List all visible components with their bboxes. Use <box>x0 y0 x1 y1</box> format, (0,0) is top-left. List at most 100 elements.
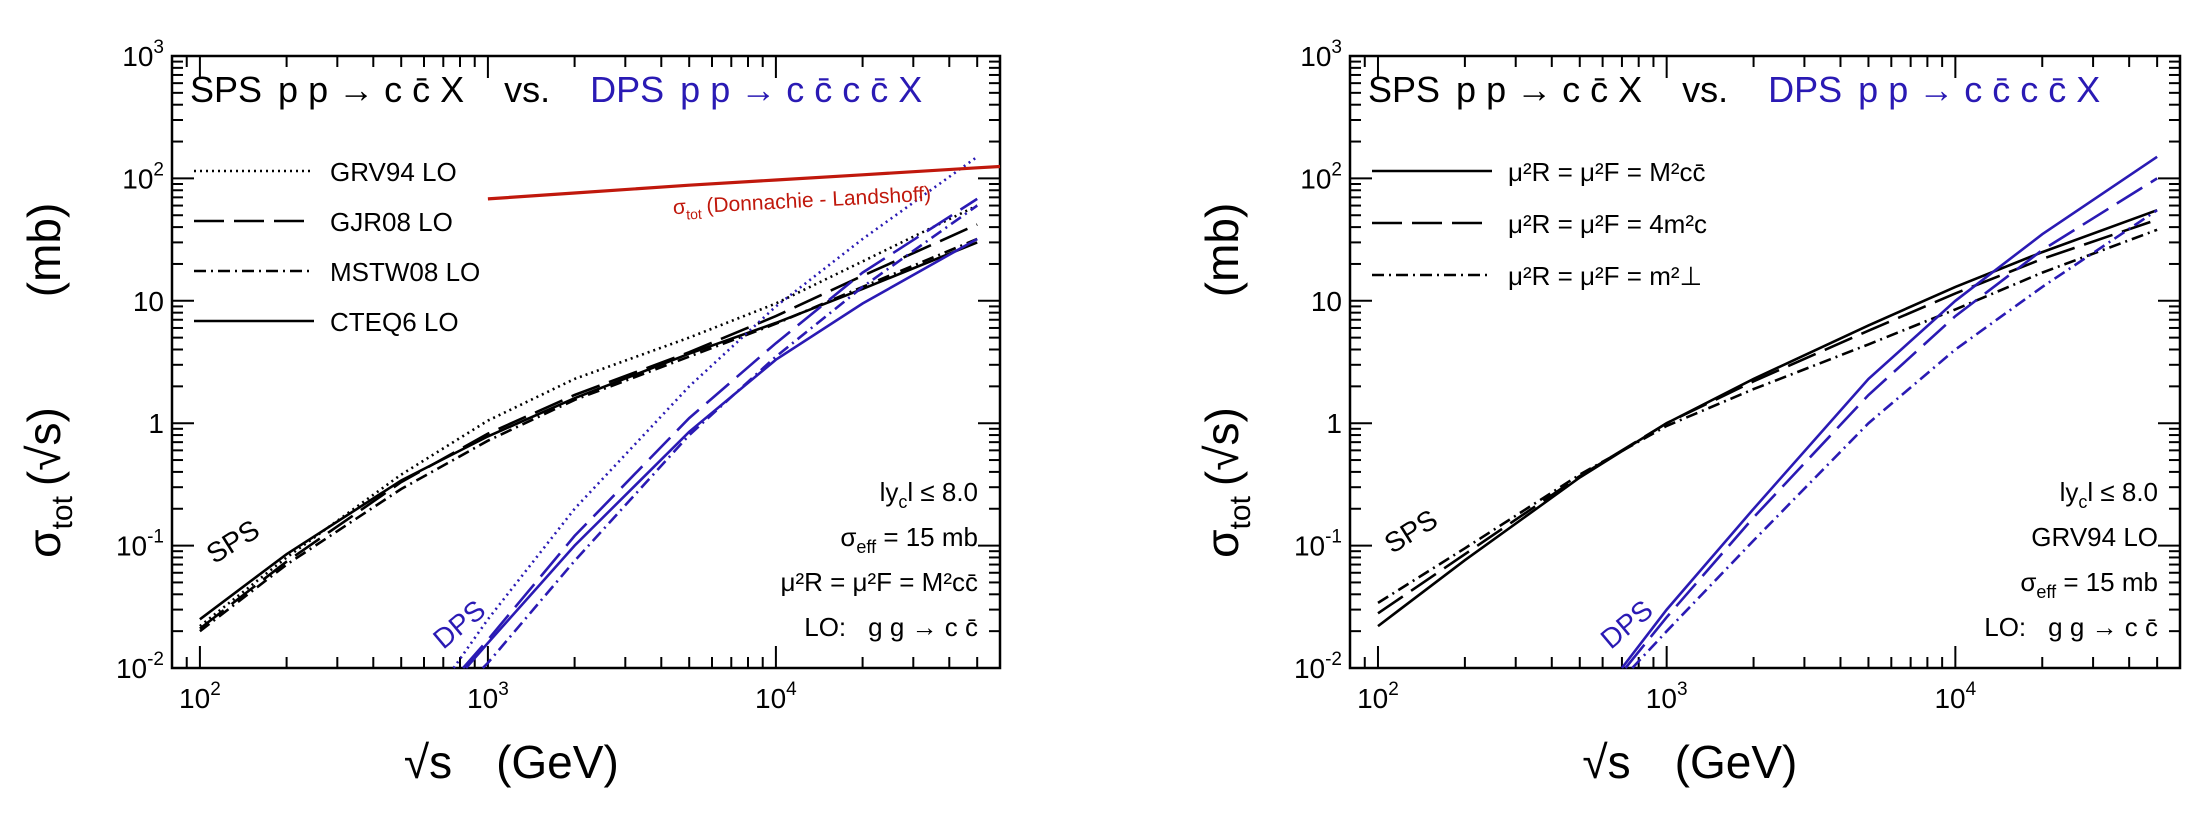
series-group <box>1377 155 2158 669</box>
info-line: GRV94 LO <box>2031 522 2158 552</box>
x-tick-label: 103 <box>1646 679 1688 714</box>
y-tick-label-base: 10 <box>116 653 147 684</box>
y-tick-label-base: 10 <box>1294 653 1325 684</box>
y-tick-label-base: 10 <box>1294 531 1325 562</box>
x-tick-label: 103 <box>467 679 509 714</box>
y-axis-symbol: σ <box>18 529 70 557</box>
total-cross-section-label: σtot (Donnachie - Landshoff) <box>672 183 932 223</box>
y-axis-unit: (mb) <box>1196 203 1248 298</box>
y-tick-label-base: 10 <box>116 531 147 562</box>
y-axis-unit: (mb) <box>18 203 70 298</box>
info-process-a: LO: <box>804 612 846 642</box>
dps-solid-line <box>1620 155 2158 669</box>
y-tick-label-exponent: -1 <box>1325 527 1342 548</box>
info-line: μ²R = μ²F = M²cc̄ <box>780 567 978 597</box>
y-axis-subscript: tot <box>46 495 79 529</box>
y-tick-label-exponent: -2 <box>147 649 164 670</box>
info-line: σeff = 15 mb <box>2020 567 2158 602</box>
sps-curve-label: SPS <box>201 514 265 570</box>
y-tick-label-exponent: 2 <box>1331 159 1342 180</box>
x-axis-unit: (GeV) <box>1675 736 1798 788</box>
x-axis-label: √s (GeV) <box>1582 736 1797 788</box>
dps-curve-label: DPS <box>1595 594 1659 655</box>
dps-dash-dot-line <box>481 204 978 669</box>
info-sigma-eff-a: σ <box>840 522 856 552</box>
legend-label: GJR08 LO <box>330 207 453 237</box>
info-pdf: GRV94 LO <box>2031 522 2158 552</box>
title-dps: DPS <box>1768 69 1842 110</box>
legend-label: MSTW08 LO <box>330 257 480 287</box>
x-axis-symbol: √s <box>1582 736 1630 788</box>
total-subscript: tot <box>686 206 702 223</box>
info-sigma-eff-sub: eff <box>856 537 877 557</box>
legend-label: μ²R = μ²F = m²⊥ <box>1508 261 1702 291</box>
y-tick-label-exponent: -1 <box>147 527 164 548</box>
title-sps: SPS <box>190 69 262 110</box>
title-dps: DPS <box>590 69 664 110</box>
y-tick-label: 10-2 <box>1294 649 1342 684</box>
plot-frame <box>1348 54 2182 670</box>
legend-label: μ²R = μ²F = M²cc̄ <box>1508 157 1706 187</box>
x-tick-label-exponent: 3 <box>498 679 509 700</box>
y-tick-label-base: 10 <box>133 286 164 317</box>
sps-dash-dot-line <box>1377 228 2158 605</box>
x-tick-label-exponent: 2 <box>210 679 221 700</box>
dps-solid-line <box>465 237 978 669</box>
axis-ticks <box>1349 55 2181 669</box>
title-dps-process: p p → c c̄ c c̄ X <box>1858 69 2100 110</box>
y-tick-label-base: 1 <box>1326 408 1342 439</box>
x-tick-label: 102 <box>1357 679 1399 714</box>
x-tick-label-base: 10 <box>467 683 498 714</box>
y-axis-label: σtot (√s) (mb) <box>18 203 79 558</box>
y-tick-label: 10-1 <box>1294 527 1342 562</box>
info-line: LO: g g → c c̄ <box>804 612 978 642</box>
total-cross-section-line <box>487 164 1001 201</box>
dps-dash-dot-line <box>1631 209 2158 669</box>
y-tick-label-base: 10 <box>1300 163 1331 194</box>
y-tick-label: 102 <box>122 159 164 194</box>
info-process-b: g g → c c̄ <box>2048 612 2158 642</box>
x-axis-symbol: √s <box>404 736 452 788</box>
info-box: lycl ≤ 8.0 σeff = 15 mb μ²R = μ²F = M²cc̄ L… <box>780 477 978 642</box>
y-tick-label: 102 <box>1300 159 1342 194</box>
sps-dotted-line <box>199 204 978 628</box>
legend-label: μ²R = μ²F = 4m²c <box>1508 209 1707 239</box>
y-tick-label-exponent: 2 <box>153 159 164 180</box>
y-tick-label: 10-2 <box>116 649 164 684</box>
legend: GRV94 LO GJR08 LO MSTW08 LO CTEQ6 LO <box>194 157 480 337</box>
sps-long-dash-line <box>199 223 978 630</box>
info-line: lycl ≤ 8.0 <box>2060 477 2158 512</box>
x-tick-label-exponent: 3 <box>1677 679 1688 700</box>
title-vs: vs. <box>504 69 550 110</box>
total-sigma: σ <box>672 196 686 220</box>
y-tick-label-base: 10 <box>1300 41 1331 72</box>
total-description: (Donnachie - Landshoff) <box>706 183 932 218</box>
title-sps-process: p p → c c̄ X <box>278 69 464 110</box>
y-tick-label-base: 10 <box>122 41 153 72</box>
x-tick-label: 104 <box>755 679 797 714</box>
legend: μ²R = μ²F = M²cc̄ μ²R = μ²F = 4m²c μ²R = μ… <box>1372 157 1707 291</box>
title-dps-process: p p → c c̄ c c̄ X <box>680 69 922 110</box>
sps-dash-dot-line <box>199 237 978 633</box>
info-line: lycl ≤ 8.0 <box>880 477 978 512</box>
x-tick-label-exponent: 2 <box>1388 679 1399 700</box>
title-sps: SPS <box>1368 69 1440 110</box>
x-axis-label: √s (GeV) <box>404 736 619 788</box>
info-scale: μ²R = μ²F = M²cc̄ <box>780 567 978 597</box>
info-sigma-eff-a: σ <box>2020 567 2036 597</box>
x-tick-label: 102 <box>179 679 221 714</box>
x-tick-label-base: 10 <box>755 683 786 714</box>
x-tick-label-base: 10 <box>179 683 210 714</box>
info-rapidity-b: l ≤ 8.0 <box>907 477 978 507</box>
y-tick-label: 10 <box>133 286 164 317</box>
info-rapidity-sub: c <box>2078 492 2087 512</box>
y-tick-label: 10 <box>1311 286 1342 317</box>
chart-title: SPS p p → c c̄ X vs. DPS p p → c c̄ c c̄ X <box>1368 69 2100 110</box>
info-process-a: LO: <box>1984 612 2026 642</box>
chart-title: SPS p p → c c̄ X vs. DPS p p → c c̄ c c̄ X <box>190 69 922 110</box>
y-tick-label: 1 <box>1326 408 1342 439</box>
sps-long-dash-line <box>1377 218 2158 615</box>
